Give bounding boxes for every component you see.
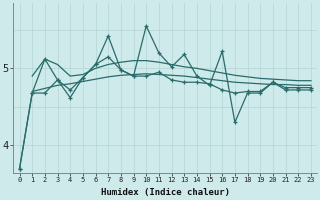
X-axis label: Humidex (Indice chaleur): Humidex (Indice chaleur) [101,188,230,197]
